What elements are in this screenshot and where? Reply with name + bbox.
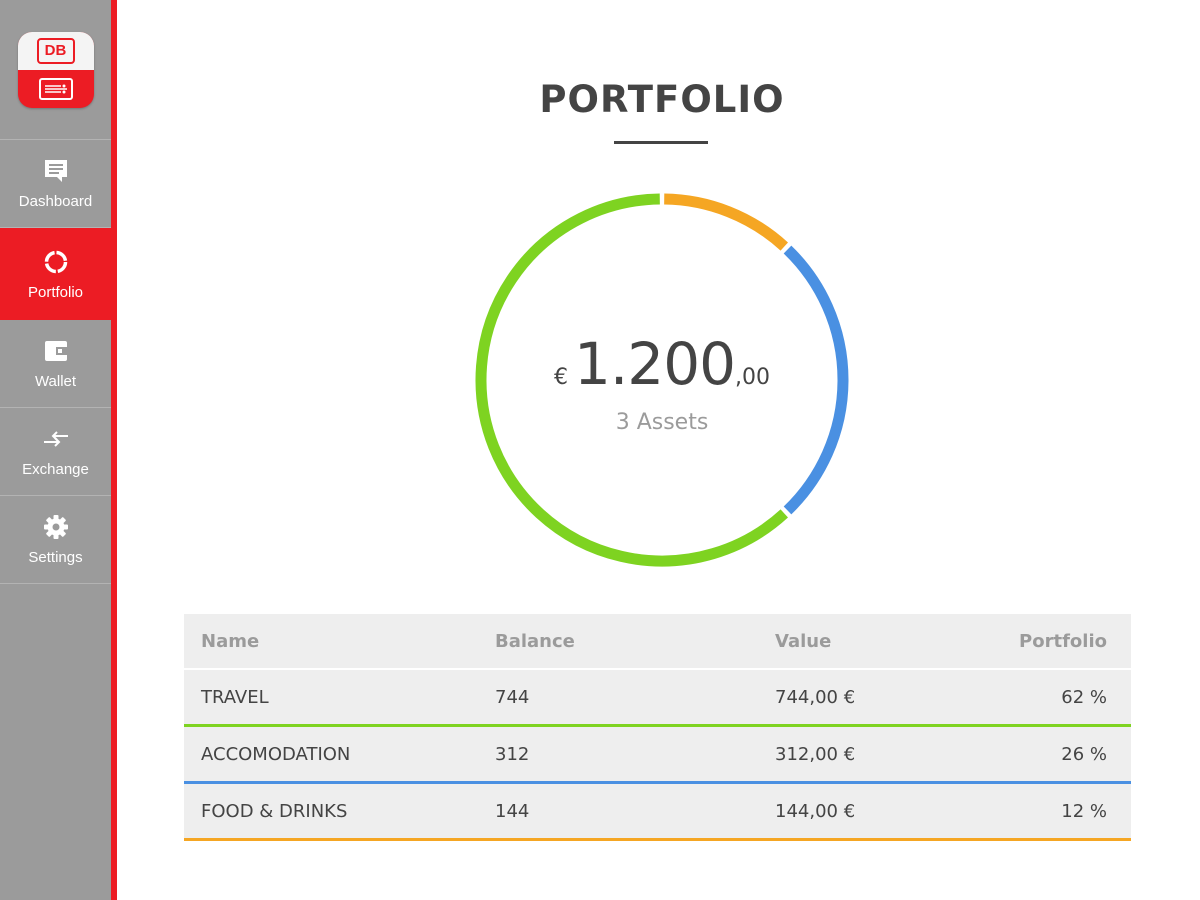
db-logo-text: DB xyxy=(36,37,75,64)
table-row[interactable]: FOOD & DRINKS 144 144,00 € 12 % xyxy=(184,784,1131,841)
column-header-balance[interactable]: Balance xyxy=(495,630,575,652)
portfolio-donut-chart xyxy=(475,193,849,567)
sidebar-item-exchange[interactable]: Exchange xyxy=(0,408,111,496)
asset-name: TRAVEL xyxy=(201,686,269,708)
asset-value: 144,00 € xyxy=(775,800,856,822)
asset-portfolio-share: 12 % xyxy=(1061,800,1107,822)
donut-segment-accomodation xyxy=(783,245,849,515)
asset-balance: 144 xyxy=(495,800,530,822)
table-row[interactable]: TRAVEL 744 744,00 € 62 % xyxy=(184,670,1131,727)
wallet-icon xyxy=(43,337,69,365)
currency-symbol: € xyxy=(553,365,568,390)
app-logo[interactable]: DB xyxy=(17,31,94,108)
table-row[interactable]: ACCOMODATION 312 312,00 € 26 % xyxy=(184,727,1131,784)
column-header-name[interactable]: Name xyxy=(201,630,260,652)
chat-bubble-icon xyxy=(43,157,69,185)
card-icon xyxy=(38,77,73,100)
exchange-arrows-icon xyxy=(42,425,70,453)
column-header-portfolio[interactable]: Portfolio xyxy=(1019,630,1107,652)
asset-balance: 312 xyxy=(495,743,530,765)
gear-icon xyxy=(43,513,69,541)
asset-portfolio-share: 62 % xyxy=(1061,686,1107,708)
portfolio-total: €1.200,00 xyxy=(117,330,1200,398)
sidebar-item-label: Dashboard xyxy=(18,193,93,210)
asset-value: 744,00 € xyxy=(775,686,856,708)
sidebar-item-settings[interactable]: Settings xyxy=(0,496,111,584)
sidebar: DB Dashboard xyxy=(0,0,111,900)
asset-name: FOOD & DRINKS xyxy=(201,800,348,822)
main-content: PORTFOLIO €1.200,00 3 Assets Name Balanc… xyxy=(117,0,1200,900)
sidebar-item-label: Exchange xyxy=(22,461,89,478)
assets-count: 3 Assets xyxy=(615,410,709,435)
sidebar-item-portfolio[interactable]: Portfolio xyxy=(0,228,111,320)
asset-portfolio-share: 26 % xyxy=(1061,743,1107,765)
logo-area: DB xyxy=(0,0,111,140)
sidebar-accent-border xyxy=(111,0,117,900)
sidebar-item-label: Settings xyxy=(28,549,83,566)
portfolio-table: Name Balance Value Portfolio TRAVEL 744 … xyxy=(184,614,1131,841)
donut-segment-food-drinks xyxy=(664,193,788,251)
sidebar-item-dashboard[interactable]: Dashboard xyxy=(0,140,111,228)
asset-name: ACCOMODATION xyxy=(201,743,351,765)
sidebar-item-label: Wallet xyxy=(34,373,77,390)
total-amount-integer: 1.200 xyxy=(573,330,736,398)
page-title: PORTFOLIO xyxy=(539,78,785,121)
sidebar-item-wallet[interactable]: Wallet xyxy=(0,320,111,408)
donut-icon xyxy=(43,248,69,276)
column-header-value[interactable]: Value xyxy=(775,630,832,652)
donut-segment-travel xyxy=(475,193,788,567)
asset-value: 312,00 € xyxy=(775,743,856,765)
asset-balance: 744 xyxy=(495,686,530,708)
total-amount-decimals: ,00 xyxy=(735,365,771,390)
title-underline xyxy=(614,141,708,144)
sidebar-item-label: Portfolio xyxy=(27,283,84,301)
table-header-row: Name Balance Value Portfolio xyxy=(184,614,1131,670)
